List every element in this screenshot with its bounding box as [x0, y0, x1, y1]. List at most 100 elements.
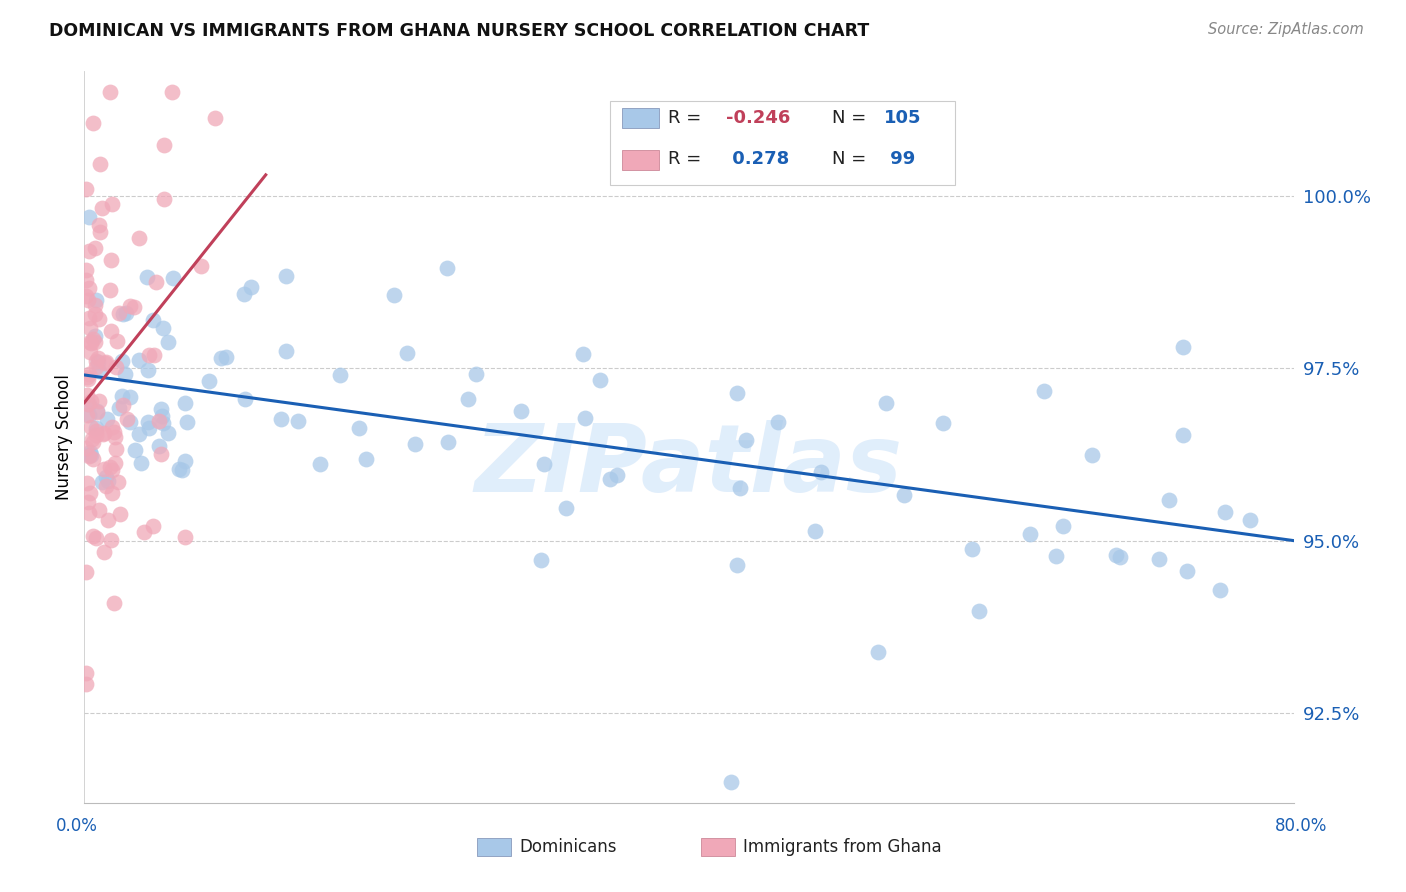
Point — [128, 231, 150, 245]
Point — [87, 218, 110, 232]
Point — [84, 293, 107, 307]
Point — [720, 775, 742, 789]
Point — [89, 157, 111, 171]
Point — [77, 397, 100, 411]
Point — [142, 312, 165, 326]
Point — [152, 416, 174, 430]
Point — [114, 368, 136, 382]
Point — [75, 289, 97, 303]
Point — [530, 553, 553, 567]
Point — [510, 403, 533, 417]
Point — [98, 85, 121, 99]
Point — [77, 281, 100, 295]
Point — [89, 364, 111, 378]
Point — [138, 363, 160, 377]
Point — [80, 449, 103, 463]
Text: N =: N = — [831, 109, 872, 128]
Text: R =: R = — [668, 150, 707, 168]
Point — [176, 415, 198, 429]
Point — [84, 359, 107, 374]
Text: Source: ZipAtlas.com: Source: ZipAtlas.com — [1208, 22, 1364, 37]
Point — [82, 332, 104, 346]
Point — [533, 457, 555, 471]
Point — [173, 530, 195, 544]
Point — [84, 531, 107, 545]
Point — [875, 396, 897, 410]
Point — [98, 283, 121, 297]
Point — [76, 476, 98, 491]
Point — [240, 280, 263, 294]
Point — [118, 390, 141, 404]
Point — [82, 452, 104, 467]
Point — [465, 367, 488, 381]
Point — [77, 244, 100, 258]
Point — [87, 355, 110, 369]
Point — [804, 524, 827, 539]
Point — [75, 263, 97, 277]
Point — [190, 260, 212, 274]
Point — [730, 481, 752, 495]
Point — [108, 401, 131, 416]
Point — [75, 666, 97, 681]
Point — [1033, 384, 1056, 399]
Point — [173, 454, 195, 468]
Text: Dominicans: Dominicans — [520, 838, 617, 855]
Point — [725, 558, 748, 573]
Point — [209, 351, 232, 365]
Point — [89, 225, 111, 239]
Point — [606, 468, 628, 483]
Point — [100, 533, 122, 547]
Point — [120, 415, 142, 429]
Text: ZIPatlas: ZIPatlas — [475, 420, 903, 512]
Point — [107, 306, 129, 320]
Point — [111, 398, 134, 412]
Point — [98, 459, 121, 474]
Point — [1109, 549, 1132, 564]
Point — [75, 565, 97, 579]
Point — [145, 275, 167, 289]
Point — [554, 500, 576, 515]
Point — [735, 433, 758, 447]
Point — [80, 393, 103, 408]
Point — [215, 350, 238, 364]
Point — [82, 434, 104, 449]
FancyBboxPatch shape — [610, 101, 955, 185]
Point — [148, 414, 170, 428]
Point — [91, 201, 114, 215]
Point — [170, 463, 193, 477]
Point — [725, 385, 748, 400]
Point — [893, 488, 915, 502]
Point — [128, 352, 150, 367]
Point — [932, 417, 955, 431]
Point — [104, 429, 127, 443]
Point — [75, 182, 97, 196]
Point — [153, 192, 176, 206]
Point — [75, 677, 97, 691]
Point — [93, 545, 115, 559]
Point — [309, 457, 332, 471]
Point — [347, 421, 370, 435]
Point — [1239, 513, 1261, 527]
Point — [135, 269, 157, 284]
Point — [101, 419, 124, 434]
Point — [276, 343, 298, 358]
Point — [156, 425, 179, 440]
Point — [77, 448, 100, 462]
Point — [84, 241, 107, 255]
Point — [1171, 340, 1194, 354]
Point — [108, 508, 131, 522]
Point — [96, 479, 118, 493]
Text: R =: R = — [668, 109, 707, 128]
Point — [110, 390, 132, 404]
Point — [82, 116, 104, 130]
Point — [75, 441, 97, 455]
Point — [204, 111, 226, 125]
Point — [80, 336, 103, 351]
Point — [101, 485, 124, 500]
Point — [79, 335, 101, 350]
Point — [79, 345, 101, 359]
Point — [152, 320, 174, 334]
Point — [150, 409, 173, 424]
Point — [436, 261, 458, 276]
Point — [77, 367, 100, 381]
